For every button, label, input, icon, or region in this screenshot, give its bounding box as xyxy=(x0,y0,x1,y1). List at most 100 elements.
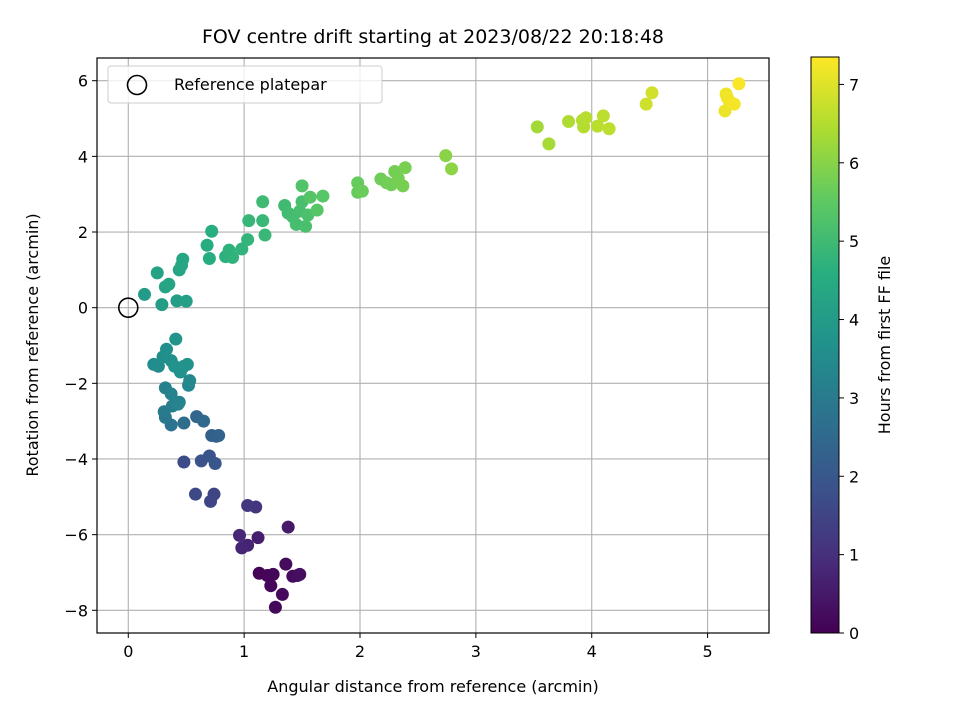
data-point xyxy=(205,224,219,238)
data-point xyxy=(179,294,193,308)
data-point xyxy=(355,184,369,198)
y-axis-ticks: −8 −6 −4 −2 0 2 4 6 xyxy=(64,72,97,620)
data-point xyxy=(445,162,459,176)
data-point xyxy=(150,266,164,280)
data-point xyxy=(164,387,178,401)
data-point xyxy=(396,179,410,193)
data-point xyxy=(596,109,610,123)
data-point xyxy=(241,499,255,513)
data-point xyxy=(256,214,270,228)
data-point xyxy=(639,97,653,111)
y-tick-label: −8 xyxy=(64,601,88,620)
data-point xyxy=(645,86,659,100)
x-tick-label: 2 xyxy=(355,642,365,661)
colorbar-tick-label: 0 xyxy=(849,624,859,643)
x-axis-ticks: 0 1 2 3 4 5 xyxy=(123,633,713,661)
data-points xyxy=(138,77,746,614)
legend-box xyxy=(107,65,383,104)
data-point xyxy=(170,294,184,308)
data-point xyxy=(235,541,249,555)
data-point xyxy=(169,332,183,346)
data-point xyxy=(160,342,174,356)
data-point xyxy=(299,219,313,233)
data-point xyxy=(200,238,214,252)
x-tick-label: 5 xyxy=(702,642,712,661)
data-point xyxy=(266,567,280,581)
data-point xyxy=(295,179,309,193)
grid xyxy=(97,58,769,633)
data-point xyxy=(147,357,161,371)
legend-open-circle-icon xyxy=(126,74,148,96)
colorbar-tick-label: 3 xyxy=(849,389,859,408)
data-point xyxy=(226,250,240,264)
data-point xyxy=(204,494,218,508)
colorbar-gradient xyxy=(810,56,840,634)
data-point xyxy=(242,214,256,228)
data-point xyxy=(177,455,191,469)
y-tick-label: −4 xyxy=(64,450,88,469)
data-point xyxy=(602,122,616,136)
data-point xyxy=(176,252,190,266)
data-point xyxy=(171,397,185,411)
data-point xyxy=(180,357,194,371)
data-point xyxy=(197,414,211,428)
x-tick-label: 0 xyxy=(123,642,133,661)
x-tick-label: 4 xyxy=(587,642,597,661)
data-point xyxy=(251,531,265,545)
data-point xyxy=(579,111,593,125)
data-point xyxy=(439,149,453,163)
data-point xyxy=(188,487,202,501)
data-point xyxy=(727,97,741,111)
data-point xyxy=(268,600,282,614)
legend: Reference platepar xyxy=(107,65,383,104)
y-tick-label: 2 xyxy=(78,223,88,242)
data-point xyxy=(256,195,270,209)
y-tick-label: −2 xyxy=(64,374,88,393)
data-point xyxy=(293,567,307,581)
data-point xyxy=(591,119,605,133)
data-point xyxy=(275,587,289,601)
colorbar-tick-label: 5 xyxy=(849,232,859,251)
data-point xyxy=(279,557,293,571)
data-point xyxy=(732,77,746,91)
data-point xyxy=(542,137,556,151)
data-point xyxy=(258,228,272,242)
y-axis-label: Rotation from reference (arcmin) xyxy=(23,213,42,476)
colorbar-tick-label: 6 xyxy=(849,154,859,173)
colorbar-ticks: 0 1 2 3 4 5 6 7 xyxy=(839,75,859,643)
data-point xyxy=(281,520,295,534)
data-point xyxy=(202,251,216,265)
data-point xyxy=(162,277,176,291)
data-point xyxy=(212,429,226,443)
data-point xyxy=(241,233,255,247)
colorbar: 0 1 2 3 4 5 6 7 Hours from first FF file xyxy=(810,56,894,643)
plot-frame xyxy=(96,57,770,634)
data-point xyxy=(264,579,278,593)
data-point xyxy=(303,190,317,204)
colorbar-tick-label: 7 xyxy=(849,75,859,94)
data-point xyxy=(233,528,247,542)
data-point xyxy=(155,298,169,312)
data-point xyxy=(138,287,152,301)
x-axis-label: Angular distance from reference (arcmin) xyxy=(267,677,598,696)
chart-title: FOV centre drift starting at 2023/08/22 … xyxy=(202,26,664,48)
data-point xyxy=(310,203,324,217)
legend-entry-label: Reference platepar xyxy=(174,75,327,94)
colorbar-tick-label: 1 xyxy=(849,546,859,565)
data-point xyxy=(398,161,412,175)
x-tick-label: 1 xyxy=(239,642,249,661)
y-tick-label: 0 xyxy=(78,299,88,318)
data-point xyxy=(208,457,222,471)
data-point xyxy=(562,115,576,129)
x-tick-label: 3 xyxy=(471,642,481,661)
y-tick-label: 6 xyxy=(78,72,88,91)
reference-point-marker xyxy=(117,297,139,318)
data-point xyxy=(183,374,197,388)
colorbar-tick-label: 4 xyxy=(849,311,859,330)
data-point xyxy=(530,120,544,134)
data-point xyxy=(168,359,182,373)
data-point xyxy=(316,189,330,203)
data-point xyxy=(235,242,249,256)
y-tick-label: −6 xyxy=(64,526,88,545)
